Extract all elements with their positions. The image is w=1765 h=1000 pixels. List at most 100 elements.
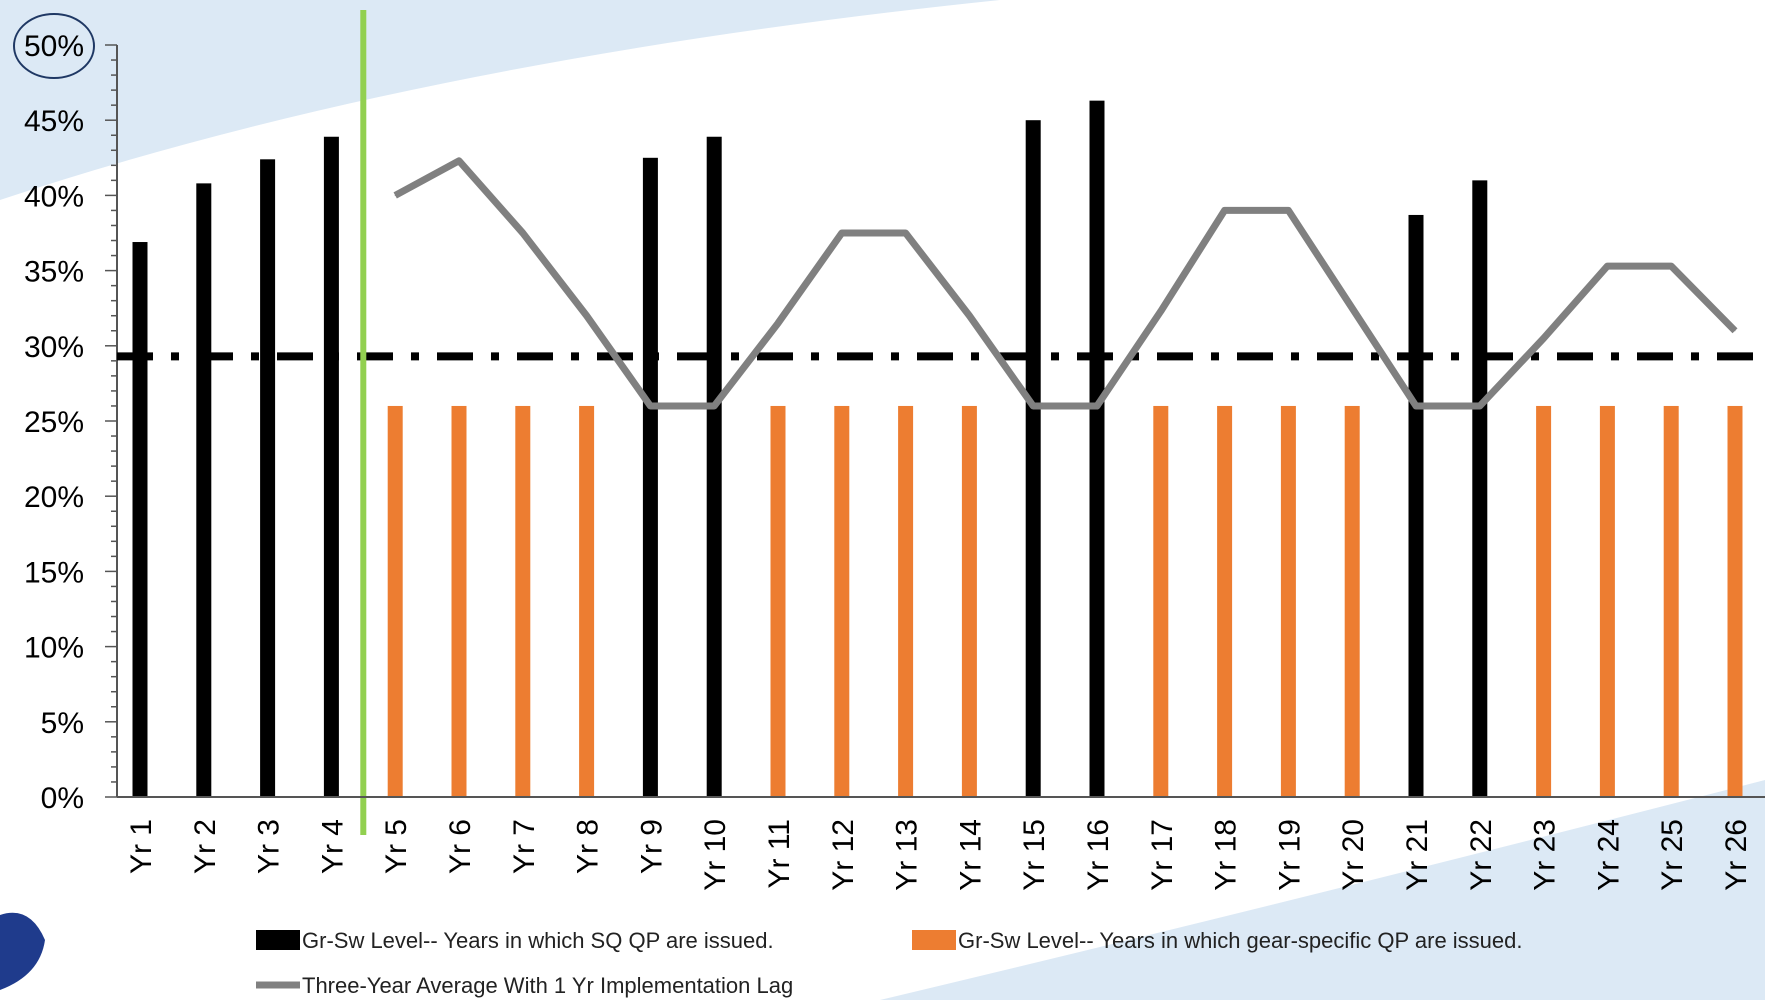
x-tick-label: Yr 23 [1529,819,1562,891]
council-logo-mark [0,912,45,990]
gear-bar [898,405,914,797]
sq-bar [1408,214,1424,797]
background-band-bottom [880,780,1765,1000]
x-tick-label: Yr 10 [699,819,732,891]
gear-bar [961,405,977,797]
sq-bar [132,242,148,798]
gear-bar [1217,405,1233,797]
gear-bar [1599,405,1615,797]
gear-bar [451,405,467,797]
gear-bar [1663,405,1679,797]
gear-bar [387,405,403,797]
average-point [649,405,651,407]
average-point [713,405,715,407]
x-tick-label: Yr 9 [635,819,668,874]
gear-bar [515,405,531,797]
x-tick-label: Yr 1 [125,819,158,874]
average-point [1096,405,1098,407]
gear-bar [579,405,595,797]
gear-bar [1727,405,1743,797]
x-tick-label: Yr 5 [380,819,413,874]
sq-bar [706,136,722,797]
y-tick-label: 40% [24,180,84,213]
average-point [1734,330,1736,332]
x-tick-label: Yr 24 [1592,819,1625,891]
y-tick-label: 10% [24,632,84,665]
legend-swatch-sq [256,930,300,950]
legend-swatch-gear [912,930,956,950]
sq-bar [1472,180,1488,798]
y-tick-label: 45% [24,105,84,138]
average-point [1160,310,1162,312]
sq-bar [1089,100,1105,797]
y-tick-highlight-circle [13,13,95,79]
average-line [393,157,1738,410]
x-axis: Yr 1 Yr 2 Yr 3 Yr 4 Yr 5 Yr 6 Yr 7 Yr 8 Yr 9 Yr 1… [117,796,1765,891]
gear-bar [834,405,850,797]
average-point [777,322,779,324]
average-point [458,160,460,162]
x-tick-label: Yr 11 [763,819,796,888]
x-tick-label: Yr 4 [316,819,349,874]
x-tick-label: Yr 15 [1018,819,1051,891]
bars-layer [132,100,1743,798]
x-tick-label: Yr 8 [572,819,605,874]
x-tick-label: Yr 25 [1656,819,1689,891]
x-tick-label: Yr 20 [1337,819,1370,891]
average-point [522,232,524,234]
x-tick-label: Yr 21 [1401,819,1434,891]
x-tick-label: Yr 22 [1465,819,1498,891]
background-band-top [0,0,1000,200]
gear-bar [1153,405,1169,797]
average-point [905,232,907,234]
average-point [1543,337,1545,339]
y-tick-label: 50% [24,30,84,63]
sq-bar [260,159,276,797]
y-tick-label: 35% [24,256,84,289]
average-point [1415,405,1417,407]
gear-bar [1536,405,1552,797]
y-tick-label: 30% [24,331,84,364]
average-point [841,232,843,234]
y-tick-label: 5% [41,707,84,740]
y-tick-label: 20% [24,481,84,514]
legend: Gr-Sw Level-- Years in which SQ QP are i… [256,928,1523,998]
average-point [394,194,396,196]
average-point [1287,209,1289,211]
council-logo [0,912,45,990]
average-point [1351,307,1353,309]
average-point [586,315,588,317]
x-tick-label: Yr 2 [189,819,222,874]
sq-bar [323,136,339,797]
y-tick-label: 0% [41,782,84,815]
gear-bar [1280,405,1296,797]
average-line-layer [393,157,1738,410]
gear-bar [770,405,786,797]
y-tick-label: 25% [24,406,84,439]
average-point [968,315,970,317]
sq-bar [1025,120,1041,797]
x-tick-label: Yr 17 [1146,819,1179,891]
x-tick-label: Yr 13 [891,819,924,891]
x-tick-label: Yr 6 [444,819,477,874]
average-point [1670,265,1672,267]
x-tick-label: Yr 14 [954,819,987,891]
legend-label-avg: Three-Year Average With 1 Yr Implementat… [302,973,793,998]
y-axis: 0% 5% 10% 15% 20% 25% 30% 35% 40% 45% 50% [13,13,118,815]
x-tick-label: Yr 3 [253,819,286,874]
x-tick-label: Yr 12 [827,819,860,891]
average-point [1032,405,1034,407]
gear-bar [1344,405,1360,797]
y-tick-label: 15% [24,556,84,589]
average-point [1606,265,1608,267]
legend-label-gear: Gr-Sw Level-- Years in which gear-specif… [958,928,1523,953]
x-tick-label: Yr 7 [508,819,541,874]
x-tick-label: Yr 26 [1720,819,1753,891]
x-tick-label: Yr 19 [1273,819,1306,891]
sq-bar [196,183,212,798]
legend-label-sq: Gr-Sw Level-- Years in which SQ QP are i… [302,928,774,953]
x-tick-label: Yr 16 [1082,819,1115,891]
average-point [1479,405,1481,407]
